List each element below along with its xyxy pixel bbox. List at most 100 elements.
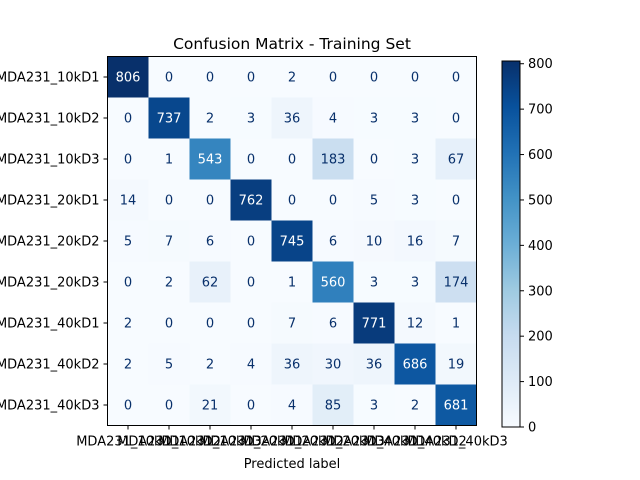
- heatmap-cell: [312, 138, 354, 180]
- x-tick-label: MDA231_20kD2: [240, 435, 344, 450]
- heatmap-cell: [353, 179, 395, 221]
- cell-value-label: 0: [370, 71, 378, 86]
- heatmap-cell: [230, 261, 272, 303]
- heatmap-cell: [435, 97, 477, 139]
- cell-value-label: 0: [247, 276, 255, 291]
- heatmap-cell: [230, 302, 272, 344]
- heatmap-cell: [271, 138, 313, 180]
- cell-value-label: 5: [124, 235, 132, 250]
- heatmap-cell: [435, 179, 477, 221]
- chart-title: Confusion Matrix - Training Set: [173, 35, 411, 53]
- cell-value-label: 0: [124, 153, 132, 168]
- cell-value-label: 0: [329, 71, 337, 86]
- heatmap-cell: [435, 302, 477, 344]
- heatmap-cells: [107, 56, 477, 426]
- heatmap-cell: [148, 261, 190, 303]
- y-tick-label: MDA231_40kD3: [0, 399, 100, 414]
- y-tick-label: MDA231_20kD3: [0, 276, 100, 291]
- heatmap-cell: [394, 56, 436, 98]
- cell-value-label: 1: [165, 153, 173, 168]
- cell-value-label: 0: [165, 194, 173, 209]
- heatmap-cell: [107, 302, 149, 344]
- heatmap-cell: [394, 220, 436, 262]
- x-tick-label: MDA231_40kD2: [363, 435, 467, 450]
- cell-value-label: 6: [329, 317, 337, 332]
- cell-value-label: 183: [321, 153, 346, 168]
- heatmap-cell: [271, 56, 313, 98]
- cell-value-label: 0: [165, 399, 173, 414]
- cell-value-label: 2: [165, 276, 173, 291]
- cell-value-label: 3: [411, 276, 419, 291]
- cell-value-label: 0: [329, 194, 337, 209]
- cell-value-label: 5: [370, 194, 378, 209]
- heatmap-cell: [271, 343, 313, 385]
- cell-value-label: 21: [202, 399, 219, 414]
- cell-value-label: 762: [239, 194, 264, 209]
- cell-value-label: 2: [124, 317, 132, 332]
- heatmap-cell: [394, 384, 436, 426]
- cell-value-label: 0: [370, 153, 378, 168]
- heatmap-cell: [189, 384, 231, 426]
- heatmap-cell: [230, 56, 272, 98]
- heatmap-cell: [312, 343, 354, 385]
- cell-value-label: 0: [247, 317, 255, 332]
- cell-value-label: 3: [411, 112, 419, 127]
- heatmap-cell: [189, 220, 231, 262]
- cell-value-label: 0: [124, 112, 132, 127]
- colorbar-tick-label: 600: [528, 148, 553, 163]
- heatmap-cell: [271, 302, 313, 344]
- heatmap-cell: [189, 97, 231, 139]
- y-tick-label: MDA231_20kD2: [0, 235, 100, 250]
- cell-value-label: 0: [206, 317, 214, 332]
- heatmap-cell: [107, 343, 149, 385]
- heatmap-cell: [148, 179, 190, 221]
- heatmap-cell: [353, 384, 395, 426]
- cell-value-label: 0: [247, 399, 255, 414]
- cell-value-label: 3: [370, 112, 378, 127]
- heatmap-cell: [394, 343, 436, 385]
- colorbar: 0 100 200 300 400 500 600 700 800: [501, 57, 553, 436]
- heatmap-cell: [107, 261, 149, 303]
- heatmap-cell: [107, 56, 149, 98]
- heatmap-cell: [148, 343, 190, 385]
- heatmap-cell: [148, 384, 190, 426]
- heatmap-cell: [435, 384, 477, 426]
- cell-value-label: 0: [165, 71, 173, 86]
- cell-value-label: 0: [247, 71, 255, 86]
- x-tick-label: MDA231_10kD3: [158, 435, 262, 450]
- y-tick-label: MDA231_20kD1: [0, 194, 100, 209]
- cell-value-label: 3: [370, 399, 378, 414]
- cell-value-label: 36: [284, 112, 301, 127]
- cell-value-label: 0: [452, 112, 460, 127]
- heatmap-cell: [230, 220, 272, 262]
- heatmap-cell: [107, 179, 149, 221]
- heatmap-cell: [189, 138, 231, 180]
- cell-value-label: 0: [452, 71, 460, 86]
- cell-value-label: 0: [452, 194, 460, 209]
- cell-value-label: 4: [247, 358, 255, 373]
- cell-value-label: 2: [206, 112, 214, 127]
- heatmap-cell: [107, 384, 149, 426]
- cell-value-label: 560: [321, 276, 346, 291]
- heatmap-cell: [435, 261, 477, 303]
- colorbar-tick-label: 200: [528, 330, 553, 345]
- cell-value-label: 3: [247, 112, 255, 127]
- cell-value-label: 0: [288, 153, 296, 168]
- cell-value-label: 67: [448, 153, 465, 168]
- cell-value-label: 62: [202, 276, 219, 291]
- cell-value-label: 4: [288, 399, 296, 414]
- x-tick-label: MDA231_40kD1: [322, 435, 426, 450]
- x-tick-label: MDA231_10kD1: [76, 435, 180, 450]
- y-tick-label: MDA231_10kD3: [0, 153, 100, 168]
- heatmap-cell: [312, 384, 354, 426]
- heatmap-cell: [394, 302, 436, 344]
- cell-value-label: 737: [157, 112, 182, 127]
- cell-value-label: 3: [370, 276, 378, 291]
- colorbar-gradient: [502, 61, 520, 427]
- cell-value-label: 543: [198, 153, 223, 168]
- cell-value-label: 0: [288, 194, 296, 209]
- cell-value-label: 85: [325, 399, 342, 414]
- heatmap-cell: [353, 56, 395, 98]
